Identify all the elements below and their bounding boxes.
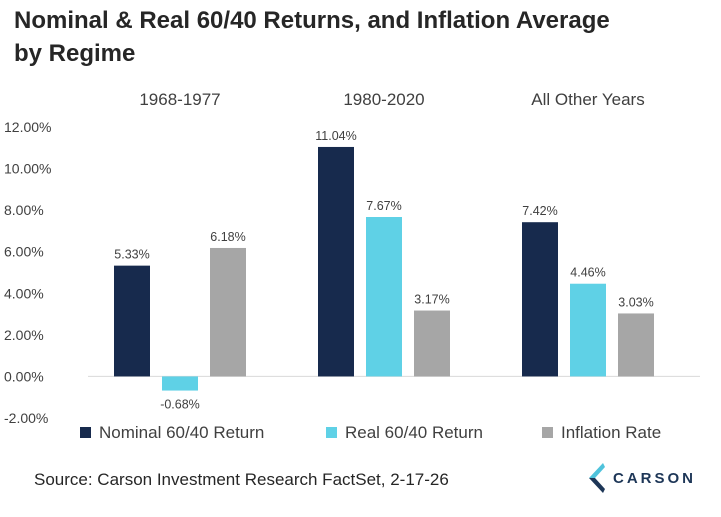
data-label: 7.42%: [522, 204, 557, 218]
bar-real-60-40-return: [366, 217, 402, 377]
data-label: 6.18%: [210, 230, 245, 244]
y-tick-label: 12.00%: [4, 119, 51, 135]
data-label: -0.68%: [160, 398, 200, 412]
carson-logo: CARSON: [583, 463, 696, 493]
data-label: 3.17%: [414, 293, 449, 307]
bar-real-60-40-return: [162, 376, 198, 391]
data-label: 3.03%: [618, 295, 653, 309]
y-tick-label: 4.00%: [4, 285, 44, 301]
chart-title-line-2: by Regime: [14, 40, 136, 67]
chevron-top-shape: [589, 463, 605, 478]
data-label: 4.46%: [570, 266, 605, 280]
y-tick-label: 10.00%: [4, 161, 51, 177]
data-label: 11.04%: [315, 129, 356, 143]
chevron-bottom-shape: [589, 478, 605, 493]
bar-inflation-rate: [414, 310, 450, 377]
y-tick-label: 6.00%: [4, 244, 44, 260]
chart-title-line-1: Nominal & Real 60/40 Returns, and Inflat…: [14, 7, 610, 34]
logo-text: CARSON: [613, 469, 697, 487]
legend-swatch: [326, 427, 337, 438]
bar-nominal-60-40-return: [114, 265, 150, 377]
y-tick-label: 2.00%: [4, 327, 44, 343]
bar-inflation-rate: [210, 247, 246, 377]
legend-label: Nominal 60/40 Return: [99, 423, 264, 442]
data-label: 5.33%: [114, 248, 149, 262]
chart-title: Nominal & Real 60/40 Returns, and Inflat…: [14, 4, 714, 70]
bar-chart: 12.00% 10.00% 8.00% 6.00% 4.00% 2.00% 0.00% -2.…: [4, 90, 700, 442]
bar-nominal-60-40-return: [522, 222, 558, 377]
category-label: 1980-2020: [343, 90, 424, 109]
carson-chevron-icon: [589, 463, 605, 493]
source-note: Source: Carson Investment Research FactS…: [34, 470, 449, 489]
bar-nominal-60-40-return: [318, 146, 354, 377]
category-label: All Other Years: [531, 90, 644, 109]
category-label: 1968-1977: [139, 90, 220, 109]
legend-swatch: [542, 427, 553, 438]
data-label: 7.67%: [366, 199, 401, 213]
bar-inflation-rate: [618, 313, 654, 377]
y-tick-label: 8.00%: [4, 202, 44, 218]
y-tick-label: 0.00%: [4, 368, 44, 384]
legend-label: Inflation Rate: [561, 423, 661, 442]
y-tick-label: -2.00%: [4, 410, 48, 426]
bar-real-60-40-return: [570, 283, 606, 377]
legend-swatch: [80, 427, 91, 438]
legend-label: Real 60/40 Return: [345, 423, 483, 442]
